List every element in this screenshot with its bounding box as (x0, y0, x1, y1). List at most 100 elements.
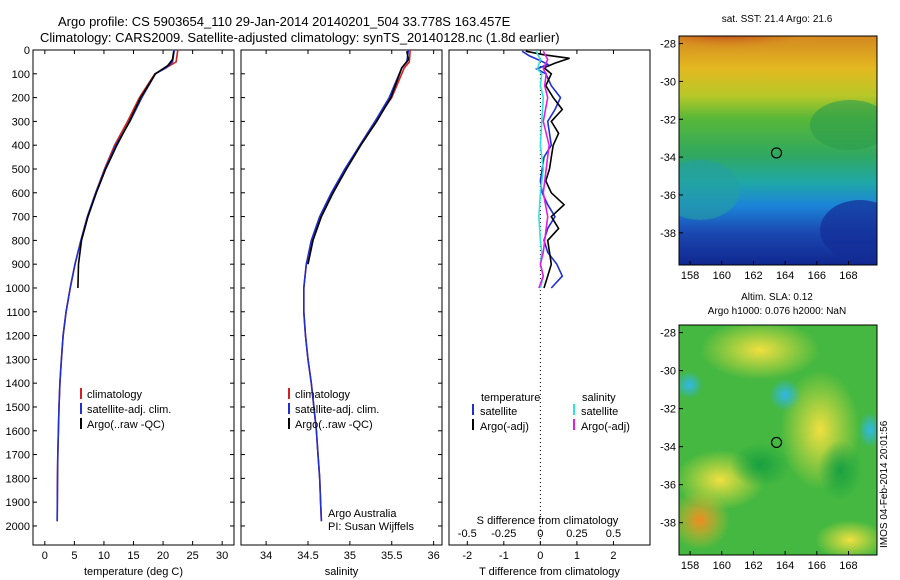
difference-legend-label: satellite (480, 406, 517, 418)
sst-map-x-tick-label: 168 (839, 270, 857, 282)
sla-map-x-tick-label: 166 (808, 560, 826, 572)
difference-s-tick-label: -0.5 (458, 528, 477, 540)
difference-x-tick-label: -1 (499, 550, 509, 562)
y-tick-label: 1200 (6, 331, 30, 343)
sst-map-frame (678, 35, 878, 266)
y-tick-label: 1700 (6, 450, 30, 462)
sst-map-image (679, 36, 877, 265)
difference-s-tick-label: 0.25 (566, 528, 587, 540)
y-tick-label: 800 (12, 235, 30, 247)
difference-s-tick-label: 0 (537, 528, 543, 540)
salinity-annotation: Argo Australia (328, 508, 397, 520)
temperature-legend-label: satellite-adj. clim. (87, 404, 171, 416)
difference-x-tick-label: -2 (462, 550, 472, 562)
sla-map-frame (678, 324, 878, 556)
sst-map-y-tick-label: -28 (660, 39, 676, 51)
profile-title: Argo profile: CS 5903654_110 29-Jan-2014… (58, 14, 511, 29)
sla-map-title: Altim. SLA: 0.12 (741, 292, 813, 303)
sst-map-profile-marker (770, 147, 783, 159)
temperature-x-tick-label: 10 (98, 550, 110, 562)
sst-map-x-tick-label: 164 (776, 270, 794, 282)
y-tick-label: 1500 (6, 402, 30, 414)
y-tick-label: 1400 (6, 378, 30, 390)
sla-map-x-tick-label: 158 (681, 560, 699, 572)
sla-map-x-tick-label: 160 (713, 560, 731, 572)
sla-map-x-tick-label: 168 (839, 560, 857, 572)
salinity-x-tick-label: 34 (260, 550, 272, 562)
y-tick-label: 1300 (6, 354, 30, 366)
y-tick-label: 400 (12, 140, 30, 152)
y-tick-label: 1800 (6, 473, 30, 485)
difference-legend-label: Argo(-adj) (581, 421, 630, 433)
salinity-series-line (302, 49, 410, 522)
y-tick-label: 0 (24, 45, 30, 57)
sst-map-title: sat. SST: 21.4 Argo: 21.6 (721, 14, 833, 25)
temperature-x-tick-label: 25 (186, 550, 198, 562)
difference-legend-label: satellite (581, 406, 618, 418)
temperature-series-line (56, 49, 176, 522)
difference-xlabel: T difference from climatology (479, 566, 620, 578)
sla-map-x-tick-label: 164 (776, 560, 794, 572)
sst-map-y-tick-label: -30 (660, 76, 676, 88)
sst-map-y-tick-label: -38 (660, 228, 676, 240)
difference-x-tick-label: 0 (537, 550, 543, 562)
difference-s-tick-label: 0.5 (606, 528, 621, 540)
sst-map-y-tick-label: -34 (660, 152, 676, 164)
salinity-legend-label: satellite-adj. clim. (295, 404, 379, 416)
y-tick-label: 300 (12, 116, 30, 128)
difference-frame (448, 49, 651, 546)
sla-map-y-tick-label: -38 (660, 518, 676, 530)
sst-map-y-tick-label: -32 (660, 114, 676, 126)
salinity-x-tick-label: 35.5 (381, 550, 402, 562)
climatology-subtitle: Climatology: CARS2009. Satellite-adjuste… (40, 30, 560, 45)
y-tick-label: 200 (12, 93, 30, 105)
y-tick-label: 1600 (6, 426, 30, 438)
difference-legend-title: salinity (582, 392, 616, 404)
sla-map-y-tick-label: -36 (660, 480, 676, 492)
difference-series-line (525, 50, 570, 289)
y-tick-label: 700 (12, 212, 30, 224)
sla-map-y-tick-label: -30 (660, 366, 676, 378)
temperature-frame (32, 49, 235, 546)
temperature-legend-label: Argo(..raw -QC) (87, 419, 165, 431)
y-tick-label: 600 (12, 188, 30, 200)
sla-map-x-tick-label: 162 (744, 560, 762, 572)
salinity-xlabel: salinity (325, 566, 359, 578)
sla-map-y-tick-label: -34 (660, 442, 676, 454)
difference-s-tick-label: -0.25 (491, 528, 516, 540)
sst-map-x-tick-label: 160 (713, 270, 731, 282)
temperature-series-line (77, 51, 175, 289)
y-tick-label: 1900 (6, 497, 30, 509)
temperature-series-line (56, 49, 179, 522)
sst-map-x-tick-label: 162 (744, 270, 762, 282)
temperature-legend-label: climatology (87, 389, 143, 401)
difference-x-tick-label: 2 (610, 550, 616, 562)
temperature-x-tick-label: 5 (71, 550, 77, 562)
sla-map-profile-marker (770, 436, 783, 449)
temperature-x-tick-label: 30 (216, 550, 228, 562)
y-tick-label: 1000 (6, 283, 30, 295)
salinity-frame (240, 49, 443, 546)
sla-map-y-tick-label: -28 (660, 328, 676, 340)
salinity-annotation: PI: Susan Wijffels (328, 521, 414, 533)
timestamp-stamp: IMOS 04-Feb-2014 20:01:56 (879, 420, 890, 548)
difference-series-line (538, 50, 550, 289)
temperature-x-tick-label: 20 (157, 550, 169, 562)
salinity-x-tick-label: 34.5 (297, 550, 318, 562)
sst-map-y-tick-label: -36 (660, 190, 676, 202)
difference-s-xlabel: S difference from climatology (477, 515, 619, 527)
difference-series-line (521, 50, 564, 289)
salinity-series-line (302, 49, 411, 522)
sla-map-y-tick-label: -32 (660, 404, 676, 416)
salinity-x-tick-label: 35 (344, 550, 356, 562)
sst-map-x-tick-label: 158 (681, 270, 699, 282)
temperature-x-tick-label: 15 (127, 550, 139, 562)
sla-map-image (679, 325, 877, 555)
salinity-legend-label: climatology (295, 389, 351, 401)
y-tick-label: 1100 (6, 307, 30, 319)
difference-legend-title: temperature (481, 392, 540, 404)
salinity-series-line (307, 51, 410, 265)
temperature-x-tick-label: 0 (42, 550, 48, 562)
difference-x-tick-label: 1 (574, 550, 580, 562)
